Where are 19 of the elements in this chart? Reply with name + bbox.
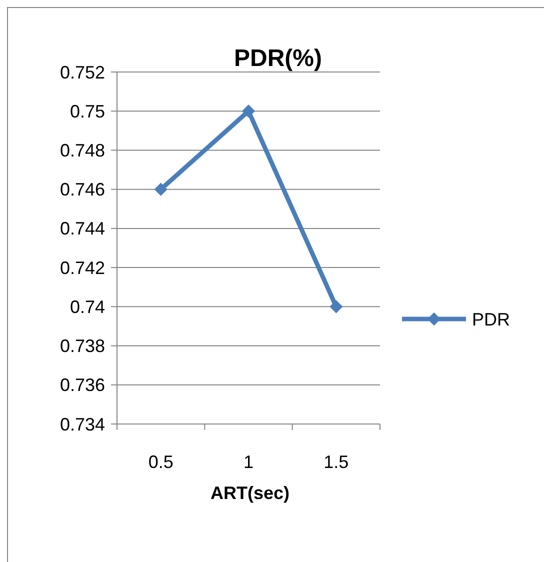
point: [242, 104, 256, 118]
y-tick-label: 0.746: [60, 180, 105, 200]
point: [154, 182, 168, 196]
point: [330, 300, 343, 314]
y-tick-label: 0.742: [60, 258, 105, 278]
chart-title: PDR(%): [234, 45, 322, 72]
legend-label: PDR: [472, 309, 510, 330]
x-tick-label: 0.5: [148, 452, 174, 472]
y-tick-label: 0.736: [60, 375, 105, 396]
y-tick-label: 0.752: [60, 62, 105, 82]
x-tick-label: 1.5: [324, 452, 349, 472]
y-tick-label: 0.748: [60, 140, 105, 161]
y-tick-label: 0.744: [60, 218, 105, 239]
x-axis-title: ART(sec): [210, 483, 290, 503]
y-tick-label: 0.734: [60, 414, 105, 434]
y-tick-label: 0.738: [60, 336, 105, 356]
y-tick-label: 0.75: [70, 101, 105, 122]
x-tick-label: 1: [243, 452, 254, 472]
y-tick-label: 0.74: [70, 296, 105, 317]
